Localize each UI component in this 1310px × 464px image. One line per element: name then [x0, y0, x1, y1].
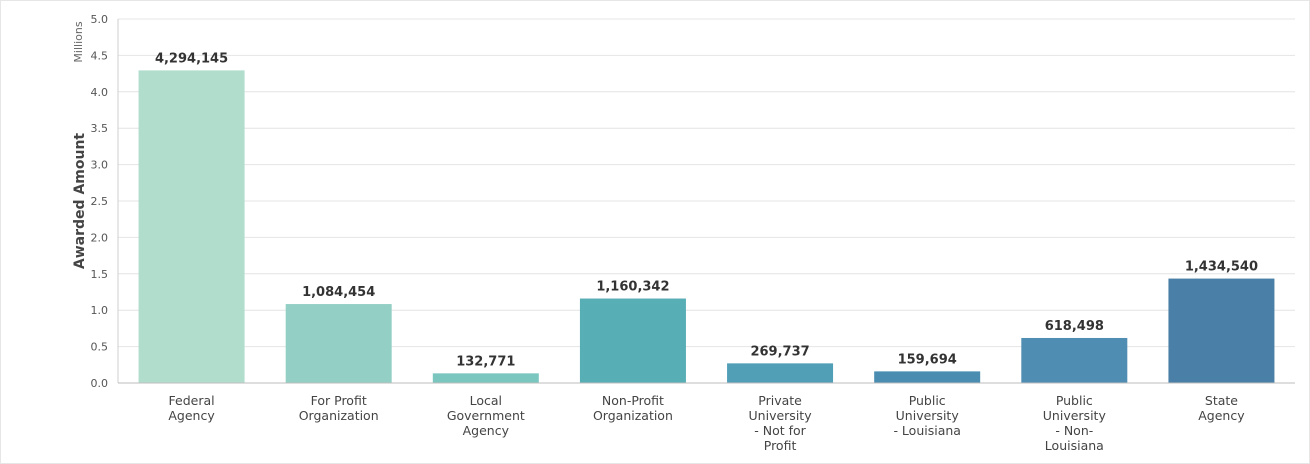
bar [1168, 278, 1275, 383]
bar [874, 371, 981, 383]
data-label: 1,084,454 [302, 285, 375, 300]
bar [285, 304, 392, 383]
bar [138, 70, 245, 384]
y-tick-label: 2.5 [91, 195, 109, 208]
x-tick-label: Public University - Louisiana [893, 393, 961, 438]
data-label: 132,771 [456, 354, 515, 369]
data-label: 618,498 [1045, 319, 1104, 334]
x-tick-label: Federal Agency [168, 393, 215, 423]
x-tick-label: Local Government Agency [447, 393, 525, 438]
x-axis: Federal Agency For Profit Organization Local… [118, 382, 1295, 453]
y-axis: 0.0 0.5 1.0 1.5 2.0 2.5 3.0 3.5 4.0 4.5 5.0 [91, 13, 119, 390]
y-tick-label: 4.0 [91, 86, 109, 99]
data-labels: 4,294,145 1,084,454 132,771 1,160,342 269,73… [155, 51, 1258, 369]
y-tick-label: 1.0 [91, 304, 109, 317]
y-tick-label: 1.5 [91, 268, 109, 281]
x-tick-label: State Agency [1198, 393, 1245, 423]
data-label: 1,160,342 [596, 280, 669, 295]
y-axis-unit: Millions [72, 21, 85, 62]
y-tick-label: 2.0 [91, 231, 109, 244]
y-tick-label: 0.5 [91, 341, 109, 354]
y-tick-label: 0.0 [91, 377, 109, 390]
x-tick-label: Public University - Non-Louisiana [1043, 393, 1107, 453]
data-label: 159,694 [898, 352, 957, 367]
y-tick-label: 4.5 [91, 49, 109, 62]
data-label: 4,294,145 [155, 51, 228, 66]
y-axis-title: Awarded Amount [72, 133, 88, 270]
data-label: 1,434,540 [1185, 260, 1258, 275]
y-tick-label: 3.5 [91, 122, 109, 135]
bar [579, 298, 686, 383]
x-tick-label: For Profit Organization [299, 393, 379, 423]
data-label: 269,737 [750, 344, 809, 359]
bar [432, 373, 539, 383]
bars [138, 70, 1275, 384]
y-tick-label: 3.0 [91, 159, 109, 172]
bar [1021, 337, 1128, 383]
x-tick-label: Non-Profit Organization [593, 393, 673, 423]
x-tick-label: Private University - Not for Profit [749, 393, 813, 453]
bar [727, 363, 834, 383]
y-tick-label: 5.0 [91, 13, 109, 26]
